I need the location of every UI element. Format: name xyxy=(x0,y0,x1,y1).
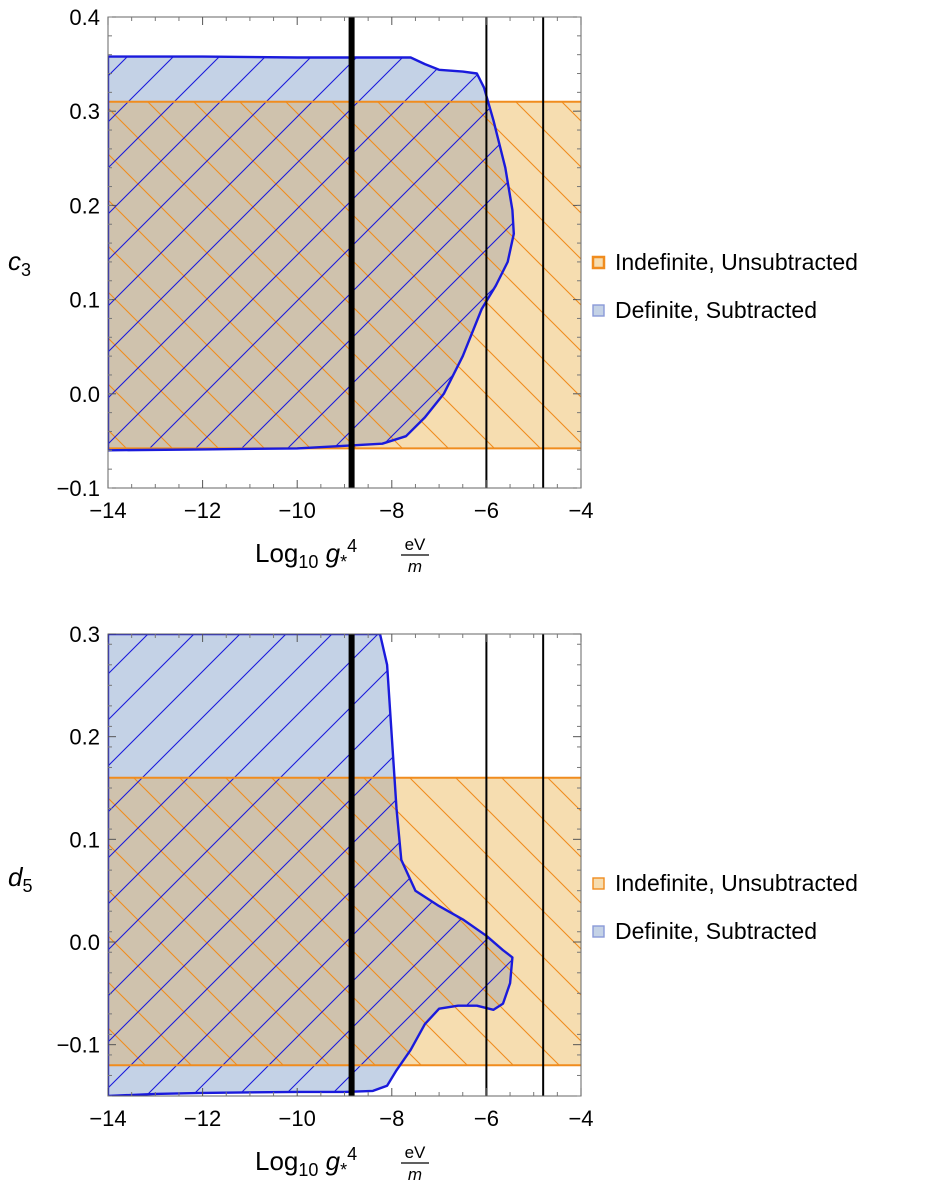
x-axis-label: Log10 g*4 xyxy=(255,1144,357,1180)
y-tick-label: −0.1 xyxy=(57,1033,100,1058)
y-tick-label: −0.1 xyxy=(57,476,100,501)
y-tick-label: 0.0 xyxy=(69,930,100,955)
legend-swatch xyxy=(592,304,605,317)
region-definite-outline xyxy=(108,55,515,452)
y-tick-label: 0.2 xyxy=(69,193,100,218)
x-tick-label: −12 xyxy=(184,498,221,523)
y-tick-label: 0.0 xyxy=(69,382,100,407)
legend-swatch xyxy=(592,877,605,890)
x-tick-label: −4 xyxy=(568,1106,593,1131)
y-tick-label: 0.4 xyxy=(69,5,100,30)
x-tick-label: −14 xyxy=(89,498,126,523)
legend-label: Definite, Subtracted xyxy=(615,297,817,323)
x-axis-label: Log10 g*4 xyxy=(255,536,357,572)
svg-text:m: m xyxy=(408,1165,422,1184)
vertical-lines xyxy=(348,634,545,1096)
region-definite-hatch xyxy=(108,634,513,1096)
x-tick-label: −10 xyxy=(279,498,316,523)
plot-regions xyxy=(108,55,581,452)
x-tick-label: −10 xyxy=(279,1106,316,1131)
vertical-lines xyxy=(348,17,545,488)
x-label-fraction: eV m xyxy=(401,535,429,576)
legend: Indefinite, Unsubtracted Definite, Subtra… xyxy=(591,249,858,323)
legend-label: Indefinite, Unsubtracted xyxy=(615,249,858,275)
region-definite-outline xyxy=(108,634,514,1096)
region-definite-hatch xyxy=(108,56,514,451)
x-tick-label: −4 xyxy=(568,498,593,523)
y-axis-label: c3 xyxy=(8,246,31,280)
svg-text:eV: eV xyxy=(405,1143,426,1162)
y-tick-label: 0.1 xyxy=(69,288,100,313)
chart-d5: −14 −12 −10 −8 −6 −4 −0.1 0.0 0.1 0.2 0.3 d5 Log10… xyxy=(8,622,858,1184)
y-tick-label: 0.3 xyxy=(69,99,100,124)
x-tick-label: −14 xyxy=(89,1106,126,1131)
y-axis-label: d5 xyxy=(8,862,32,896)
x-label-fraction: eV m xyxy=(401,1143,429,1184)
x-tick-label: −12 xyxy=(184,1106,221,1131)
y-tick-label: 0.2 xyxy=(69,725,100,750)
svg-text:eV: eV xyxy=(405,535,426,554)
x-tick-label: −6 xyxy=(474,498,499,523)
y-tick-label: 0.1 xyxy=(69,827,100,852)
legend: Indefinite, Unsubtracted Definite, Subtra… xyxy=(592,870,858,944)
legend-label: Indefinite, Unsubtracted xyxy=(615,870,858,896)
axis-ticks: −14 −12 −10 −8 −6 −4 −0.1 0.0 0.1 0.2 0.3 0.4 xyxy=(57,5,594,523)
legend-label: Definite, Subtracted xyxy=(615,918,817,944)
chart-c3: −14 −12 −10 −8 −6 −4 −0.1 0.0 0.1 0.2 0.3 0.4 c3 Lo… xyxy=(8,5,858,576)
plot-regions xyxy=(108,634,581,1096)
x-tick-label: −6 xyxy=(474,1106,499,1131)
axis-ticks: −14 −12 −10 −8 −6 −4 −0.1 0.0 0.1 0.2 0.3 xyxy=(57,622,594,1131)
legend-swatch xyxy=(592,925,605,938)
x-tick-label: −8 xyxy=(379,498,404,523)
x-tick-label: −8 xyxy=(379,1106,404,1131)
legend-swatch xyxy=(591,255,606,270)
y-tick-label: 0.3 xyxy=(69,622,100,647)
svg-text:m: m xyxy=(408,557,422,576)
